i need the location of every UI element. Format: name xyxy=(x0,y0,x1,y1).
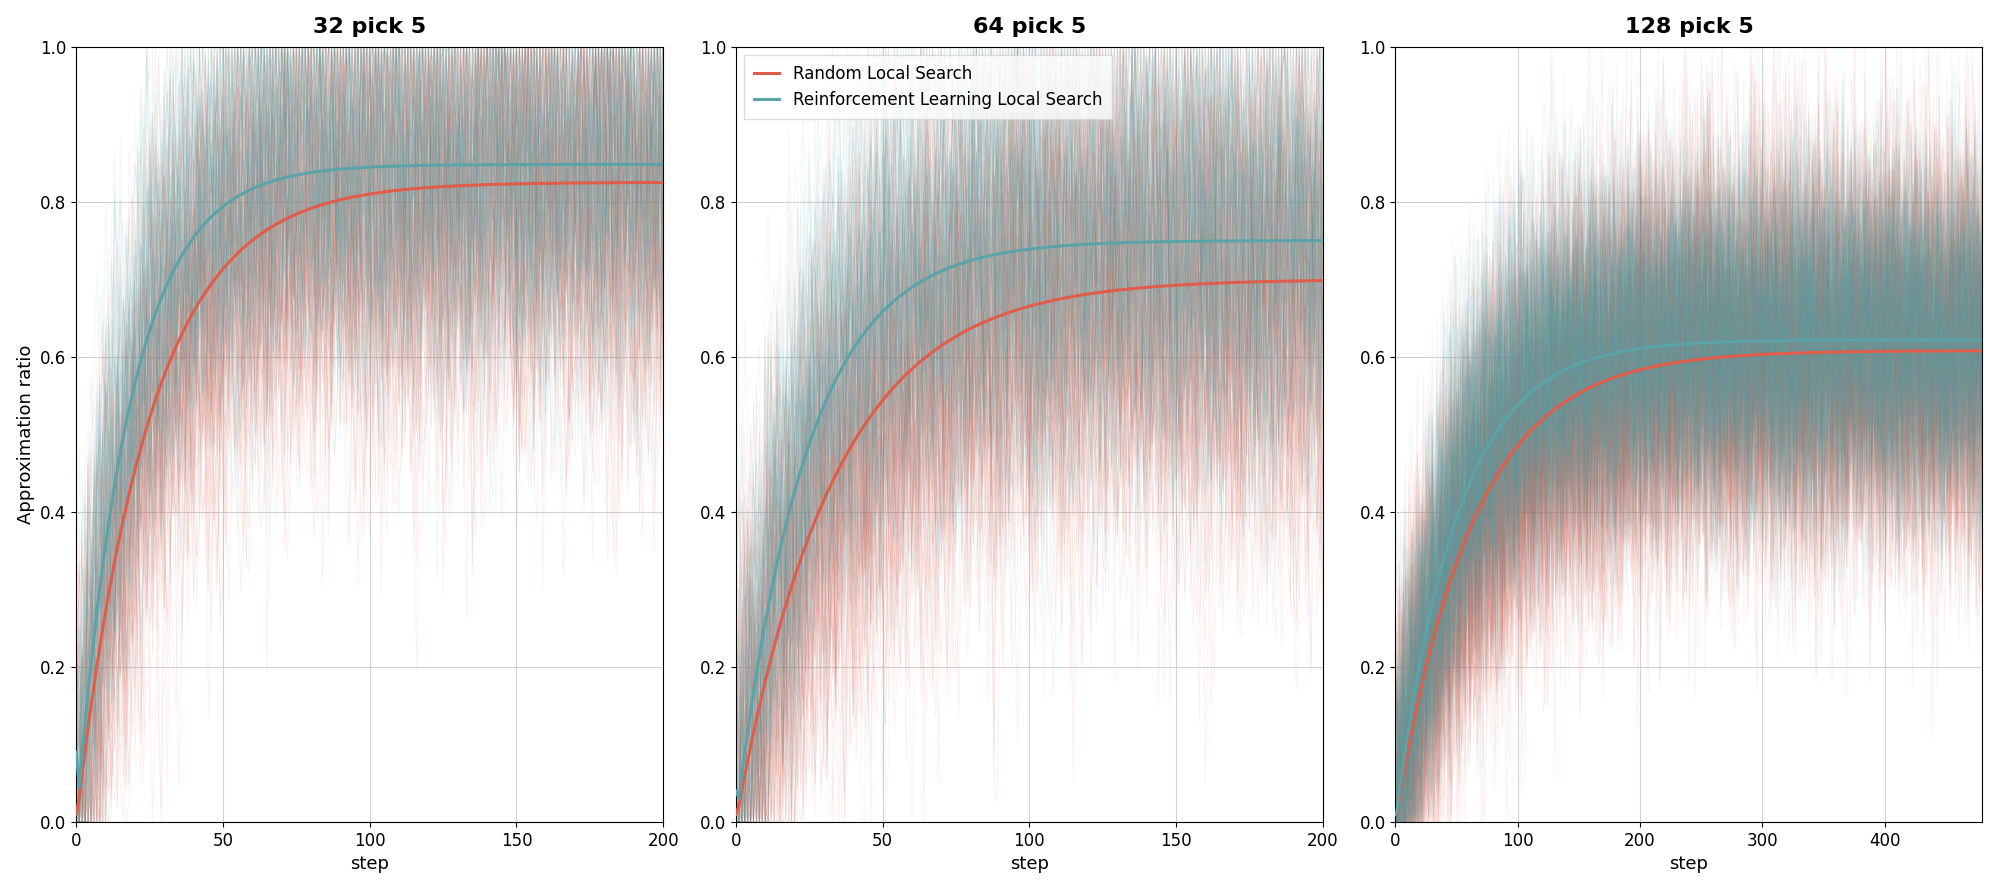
Y-axis label: Approximation ratio: Approximation ratio xyxy=(16,344,34,524)
Line: Reinforcement Learning Local Search: Reinforcement Learning Local Search xyxy=(1395,340,1982,814)
Random Local Search xyxy=(723,809,747,820)
Random Local Search xyxy=(310,199,334,210)
Reinforcement Learning Local Search xyxy=(1816,335,1840,345)
Random Local Search xyxy=(1311,275,1335,286)
Random Local Search xyxy=(777,590,801,601)
Reinforcement Learning Local Search xyxy=(1808,335,1832,345)
Reinforcement Learning Local Search xyxy=(1942,335,1966,345)
Random Local Search xyxy=(651,177,675,188)
Reinforcement Learning Local Search xyxy=(1796,335,1820,345)
Random Local Search xyxy=(64,809,88,820)
X-axis label: step: step xyxy=(1009,855,1049,873)
Reinforcement Learning Local Search xyxy=(1311,235,1335,246)
Random Local Search xyxy=(1383,809,1407,820)
Random Local Search xyxy=(1650,360,1674,370)
Random Local Search xyxy=(1041,295,1065,306)
Reinforcement Learning Local Search xyxy=(941,261,965,271)
Reinforcement Learning Local Search xyxy=(727,793,751,804)
Reinforcement Learning Local Search xyxy=(1970,335,1994,345)
Random Local Search xyxy=(1261,276,1285,287)
X-axis label: step: step xyxy=(350,855,390,873)
Reinforcement Learning Local Search xyxy=(282,170,306,181)
Reinforcement Learning Local Search xyxy=(1043,241,1067,252)
Reinforcement Learning Local Search xyxy=(1680,338,1704,349)
Title: 128 pick 5: 128 pick 5 xyxy=(1624,17,1752,36)
Line: Reinforcement Learning Local Search: Reinforcement Learning Local Search xyxy=(735,240,1323,798)
Random Local Search xyxy=(278,212,302,222)
Reinforcement Learning Local Search xyxy=(729,770,753,781)
Line: Random Local Search: Random Local Search xyxy=(735,280,1323,814)
Reinforcement Learning Local Search xyxy=(651,159,675,170)
Random Local Search xyxy=(1970,345,1994,356)
Title: 64 pick 5: 64 pick 5 xyxy=(973,17,1085,36)
Line: Random Local Search: Random Local Search xyxy=(1395,351,1982,814)
Reinforcement Learning Local Search xyxy=(384,161,408,172)
Reinforcement Learning Local Search xyxy=(603,159,627,170)
Random Local Search xyxy=(68,791,92,802)
Reinforcement Learning Local Search xyxy=(1383,809,1407,820)
Random Local Search xyxy=(1810,347,1834,358)
Random Local Search xyxy=(1680,355,1704,366)
Line: Random Local Search: Random Local Search xyxy=(76,182,663,814)
Random Local Search xyxy=(118,489,142,499)
Reinforcement Learning Local Search xyxy=(1648,341,1672,352)
Random Local Search xyxy=(601,177,625,188)
Reinforcement Learning Local Search xyxy=(1263,235,1287,246)
Line: Reinforcement Learning Local Search: Reinforcement Learning Local Search xyxy=(76,165,663,787)
Reinforcement Learning Local Search xyxy=(973,252,997,263)
Random Local Search xyxy=(969,318,993,328)
Random Local Search xyxy=(727,801,751,812)
Reinforcement Learning Local Search xyxy=(723,786,747,797)
Random Local Search xyxy=(1385,809,1409,820)
Random Local Search xyxy=(1944,345,1968,356)
Title: 32 pick 5: 32 pick 5 xyxy=(314,17,426,36)
Reinforcement Learning Local Search xyxy=(120,391,144,401)
Reinforcement Learning Local Search xyxy=(779,497,803,507)
X-axis label: step: step xyxy=(1668,855,1708,873)
Reinforcement Learning Local Search xyxy=(314,166,338,176)
Random Local Search xyxy=(382,185,406,196)
Random Local Search xyxy=(1796,347,1820,358)
Legend: Random Local Search, Reinforcement Learning Local Search: Random Local Search, Reinforcement Learn… xyxy=(743,55,1111,119)
Random Local Search xyxy=(1816,347,1840,358)
Reinforcement Learning Local Search xyxy=(68,781,92,792)
Reinforcement Learning Local Search xyxy=(70,748,94,759)
Reinforcement Learning Local Search xyxy=(64,747,88,757)
Random Local Search xyxy=(937,335,961,345)
